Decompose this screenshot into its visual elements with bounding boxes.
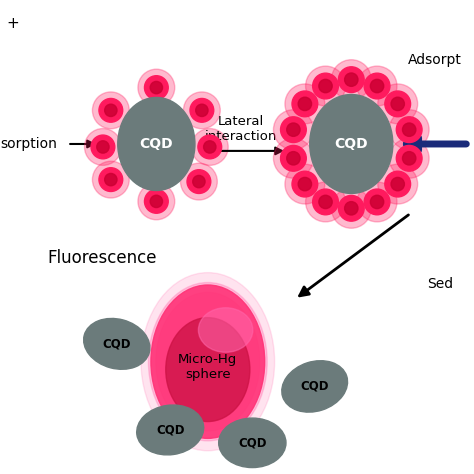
Circle shape xyxy=(306,66,346,106)
Circle shape xyxy=(204,141,216,153)
Circle shape xyxy=(313,73,338,99)
Text: Adsorpt: Adsorpt xyxy=(408,53,462,67)
Text: +: + xyxy=(6,16,18,31)
Ellipse shape xyxy=(151,285,264,438)
Circle shape xyxy=(99,99,123,122)
Ellipse shape xyxy=(199,308,253,352)
Circle shape xyxy=(298,177,311,191)
Circle shape xyxy=(345,201,358,215)
Circle shape xyxy=(402,152,416,165)
Text: CQD: CQD xyxy=(139,137,173,151)
Text: Lateral
interaction: Lateral interaction xyxy=(204,115,277,143)
Circle shape xyxy=(370,195,384,209)
Circle shape xyxy=(331,60,371,100)
Ellipse shape xyxy=(137,405,204,455)
Circle shape xyxy=(287,123,300,137)
Circle shape xyxy=(331,188,371,228)
Text: CQD: CQD xyxy=(102,337,131,350)
Ellipse shape xyxy=(310,94,393,193)
Circle shape xyxy=(91,135,115,159)
Circle shape xyxy=(99,168,123,191)
Text: Sed: Sed xyxy=(428,277,454,292)
Circle shape xyxy=(145,190,168,213)
Circle shape xyxy=(370,79,384,93)
Circle shape xyxy=(84,128,121,165)
Circle shape xyxy=(191,128,228,165)
Ellipse shape xyxy=(141,273,274,451)
Circle shape xyxy=(181,163,217,200)
Circle shape xyxy=(150,195,163,208)
Circle shape xyxy=(105,173,117,186)
Circle shape xyxy=(378,164,418,204)
Circle shape xyxy=(364,73,390,99)
Circle shape xyxy=(391,97,404,110)
Text: CQD: CQD xyxy=(156,423,184,437)
Text: Micro-Hg
sphere: Micro-Hg sphere xyxy=(178,353,237,381)
Circle shape xyxy=(138,183,175,220)
Ellipse shape xyxy=(83,319,150,369)
Text: Fluorescence: Fluorescence xyxy=(47,249,157,267)
Circle shape xyxy=(97,141,109,153)
Circle shape xyxy=(187,170,211,193)
Text: CQD: CQD xyxy=(301,380,329,393)
Circle shape xyxy=(145,76,168,100)
Text: CQD: CQD xyxy=(238,437,266,449)
Circle shape xyxy=(287,152,300,165)
Circle shape xyxy=(105,104,117,117)
Circle shape xyxy=(298,97,311,110)
Circle shape xyxy=(196,104,208,117)
Circle shape xyxy=(190,99,214,122)
Ellipse shape xyxy=(118,98,195,191)
Circle shape xyxy=(285,84,325,124)
Circle shape xyxy=(385,91,410,117)
Circle shape xyxy=(292,171,318,197)
Circle shape xyxy=(364,189,390,215)
Circle shape xyxy=(92,161,129,198)
Circle shape xyxy=(396,117,422,143)
Circle shape xyxy=(273,138,313,178)
Circle shape xyxy=(292,91,318,117)
Circle shape xyxy=(193,175,205,188)
Circle shape xyxy=(389,109,429,150)
Ellipse shape xyxy=(166,318,250,421)
Circle shape xyxy=(345,73,358,86)
Ellipse shape xyxy=(282,361,347,412)
Text: CQD: CQD xyxy=(335,137,368,151)
Circle shape xyxy=(338,195,364,221)
Ellipse shape xyxy=(148,283,267,441)
Circle shape xyxy=(357,66,397,106)
Circle shape xyxy=(313,189,338,215)
Circle shape xyxy=(273,109,313,150)
Circle shape xyxy=(281,146,306,171)
Circle shape xyxy=(319,79,332,93)
Ellipse shape xyxy=(156,292,260,431)
Circle shape xyxy=(183,92,220,129)
Circle shape xyxy=(198,135,222,159)
Circle shape xyxy=(385,171,410,197)
Circle shape xyxy=(338,67,364,92)
Circle shape xyxy=(281,117,306,143)
Circle shape xyxy=(378,84,418,124)
Circle shape xyxy=(357,182,397,222)
Circle shape xyxy=(150,82,163,94)
Circle shape xyxy=(389,138,429,178)
Circle shape xyxy=(319,195,332,209)
Circle shape xyxy=(92,92,129,129)
Text: sorption: sorption xyxy=(0,137,57,151)
Circle shape xyxy=(138,69,175,106)
Circle shape xyxy=(285,164,325,204)
Circle shape xyxy=(402,123,416,137)
Ellipse shape xyxy=(219,418,286,467)
Circle shape xyxy=(391,177,404,191)
Circle shape xyxy=(396,146,422,171)
Circle shape xyxy=(306,182,346,222)
